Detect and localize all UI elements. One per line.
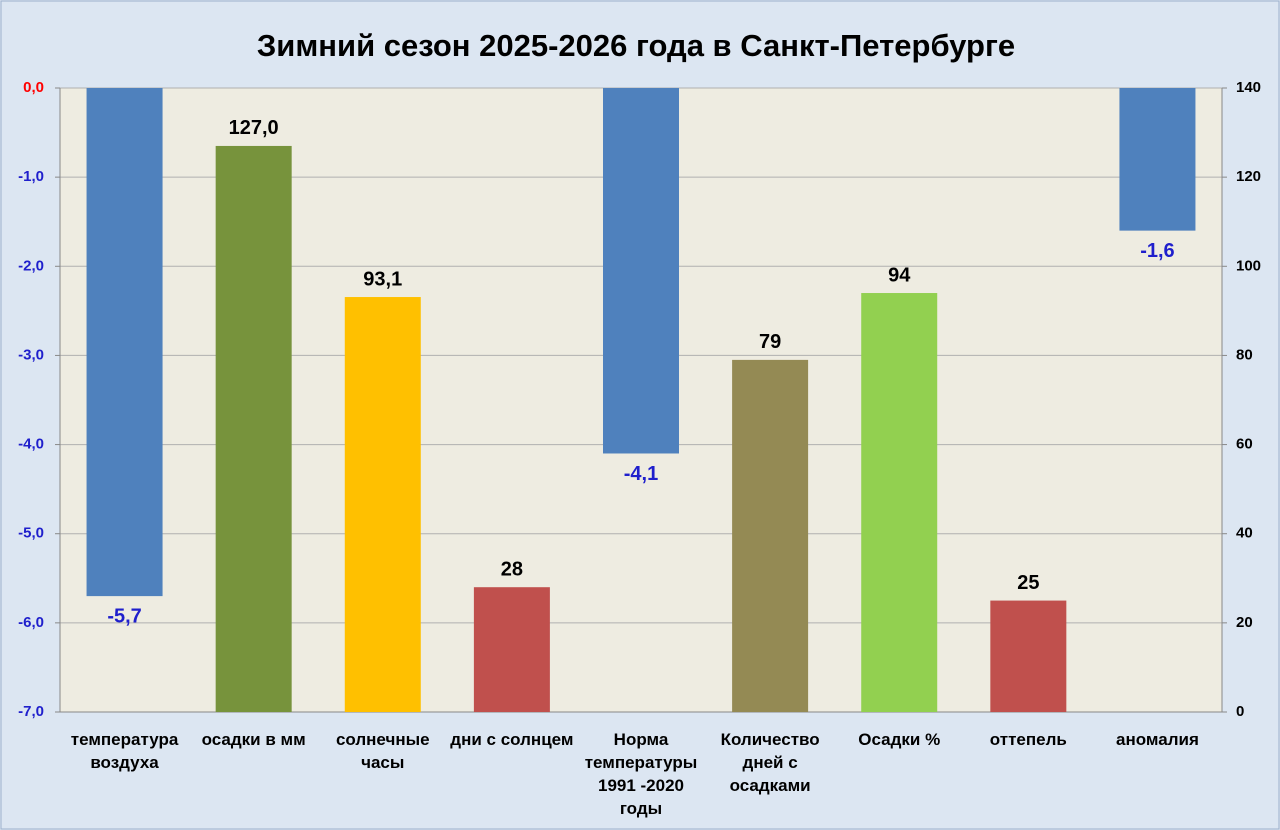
y2-tick-label: 40 bbox=[1236, 525, 1253, 542]
x-tick-label: Осадки % bbox=[858, 730, 941, 749]
y2-tick-label: 80 bbox=[1236, 346, 1253, 363]
y2-tick-label: 60 bbox=[1236, 436, 1253, 453]
bar bbox=[86, 88, 163, 597]
y2-tick-label: 0 bbox=[1236, 703, 1244, 720]
bar bbox=[215, 145, 292, 712]
data-label: 28 bbox=[501, 558, 523, 580]
bar bbox=[603, 88, 679, 454]
y-tick-label: -3,0 bbox=[18, 346, 44, 363]
y-tick-label: -6,0 bbox=[18, 614, 44, 631]
chart-title: Зимний сезон 2025-2026 года в Санкт-Пете… bbox=[257, 28, 1015, 63]
x-tick-label: солнечные часы bbox=[335, 730, 430, 772]
y2-tick-label: 20 bbox=[1236, 614, 1253, 631]
bar bbox=[473, 587, 550, 712]
y-tick-label: 0,0 bbox=[23, 79, 44, 96]
data-label: 25 bbox=[1017, 572, 1039, 594]
bar bbox=[861, 293, 938, 712]
x-tick-label: дни с солнцем bbox=[450, 730, 574, 749]
x-tick-label: оттепель bbox=[989, 730, 1067, 749]
x-tick-label: Норма температуры 1991 -2020 годы bbox=[584, 730, 698, 818]
data-label: 93,1 bbox=[363, 268, 402, 290]
x-tick-label: осадки в мм bbox=[201, 730, 306, 749]
y2-tick-label: 120 bbox=[1236, 168, 1261, 185]
data-label: -4,1 bbox=[624, 463, 658, 485]
y-tick-label: -7,0 bbox=[18, 703, 44, 720]
y-tick-label: -1,0 bbox=[18, 168, 44, 185]
y-tick-label: -4,0 bbox=[18, 436, 44, 453]
data-label: 127,0 bbox=[229, 117, 279, 139]
x-tick-label: аномалия bbox=[1116, 730, 1199, 749]
x-tick-label: температура воздуха bbox=[70, 730, 179, 772]
bar bbox=[344, 297, 421, 712]
y-tick-label: -5,0 bbox=[18, 525, 44, 542]
data-label: -1,6 bbox=[1140, 240, 1174, 262]
y-tick-label: -2,0 bbox=[18, 257, 44, 274]
bar bbox=[732, 359, 809, 712]
y2-tick-label: 140 bbox=[1236, 79, 1261, 96]
y2-tick-label: 100 bbox=[1236, 257, 1261, 274]
data-label: 79 bbox=[759, 331, 781, 353]
data-label: 94 bbox=[888, 264, 911, 286]
data-label: -5,7 bbox=[107, 605, 141, 627]
x-tick-label: Количество дней с осадками bbox=[720, 730, 820, 795]
bar bbox=[990, 600, 1067, 712]
bar bbox=[1119, 88, 1196, 231]
